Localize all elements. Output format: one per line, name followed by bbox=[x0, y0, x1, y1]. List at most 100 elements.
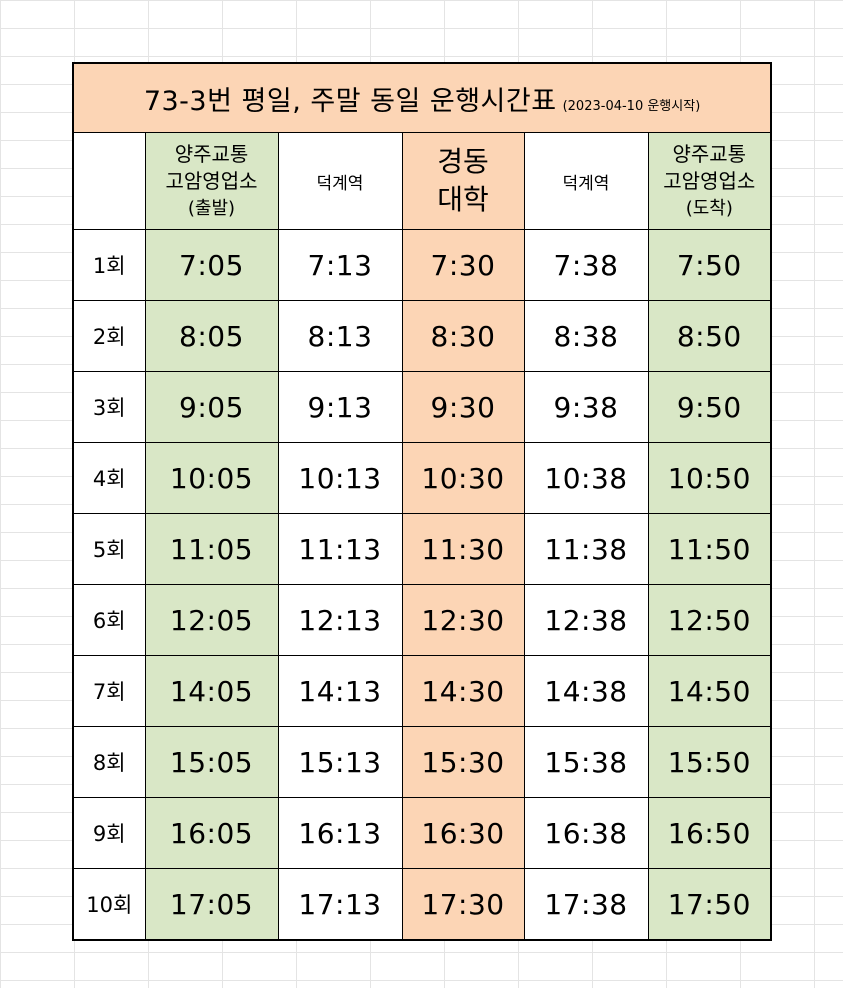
arrive-time: 15:50 bbox=[667, 745, 751, 779]
university-time: 8:30 bbox=[430, 319, 496, 353]
depart-time-cell[interactable]: 17:05 bbox=[144, 868, 279, 941]
arrive-time-cell[interactable]: 9:50 bbox=[647, 371, 772, 443]
arrive-time: 10:50 bbox=[667, 461, 751, 495]
deokgye-time-1-cell[interactable]: 10:13 bbox=[277, 442, 403, 514]
deokgye-time-2-cell[interactable]: 8:38 bbox=[523, 300, 649, 372]
title-row: 73-3번 평일, 주말 동일 운행시간표 (2023-04-10 운행시작) bbox=[72, 62, 772, 133]
arrive-time-cell[interactable]: 12:50 bbox=[647, 584, 772, 656]
arrive-time-cell[interactable]: 7:50 bbox=[647, 229, 772, 301]
deokgye-time-1: 11:13 bbox=[298, 532, 382, 566]
trip-number: 7회 bbox=[92, 680, 126, 704]
trip-number: 9회 bbox=[92, 822, 126, 846]
deokgye-time-2-cell[interactable]: 7:38 bbox=[523, 229, 649, 301]
header-depart-terminal[interactable]: 양주교통 고암영업소 (출발) bbox=[144, 132, 279, 230]
university-time: 10:30 bbox=[421, 461, 505, 495]
arrive-time: 9:50 bbox=[676, 390, 742, 424]
header-deokgye-2-label: 덕계역 bbox=[562, 173, 610, 194]
trip-number-cell[interactable]: 3회 bbox=[72, 371, 146, 443]
depart-time-cell[interactable]: 12:05 bbox=[144, 584, 279, 656]
deokgye-time-1-cell[interactable]: 17:13 bbox=[277, 868, 403, 941]
header-arrive-line2: 고암영업소 bbox=[663, 168, 756, 193]
arrive-time-cell[interactable]: 11:50 bbox=[647, 513, 772, 585]
trip-number-cell[interactable]: 9회 bbox=[72, 797, 146, 869]
header-university-line2: 대학 bbox=[437, 183, 489, 216]
deokgye-time-1: 7:13 bbox=[307, 248, 373, 282]
title-cell[interactable]: 73-3번 평일, 주말 동일 운행시간표 (2023-04-10 운행시작) bbox=[72, 62, 772, 133]
depart-time-cell[interactable]: 8:05 bbox=[144, 300, 279, 372]
deokgye-time-1-cell[interactable]: 12:13 bbox=[277, 584, 403, 656]
arrive-time-cell[interactable]: 15:50 bbox=[647, 726, 772, 798]
depart-time-cell[interactable]: 11:05 bbox=[144, 513, 279, 585]
trip-number-cell[interactable]: 7회 bbox=[72, 655, 146, 727]
trip-number-cell[interactable]: 8회 bbox=[72, 726, 146, 798]
arrive-time: 12:50 bbox=[667, 603, 751, 637]
arrive-time-cell[interactable]: 8:50 bbox=[647, 300, 772, 372]
deokgye-time-2-cell[interactable]: 11:38 bbox=[523, 513, 649, 585]
deokgye-time-2-cell[interactable]: 16:38 bbox=[523, 797, 649, 869]
university-time-cell[interactable]: 12:30 bbox=[401, 584, 525, 656]
university-time-cell[interactable]: 7:30 bbox=[401, 229, 525, 301]
arrive-time-cell[interactable]: 14:50 bbox=[647, 655, 772, 727]
trip-number-cell[interactable]: 5회 bbox=[72, 513, 146, 585]
depart-time-cell[interactable]: 16:05 bbox=[144, 797, 279, 869]
deokgye-time-2: 14:38 bbox=[544, 674, 628, 708]
header-row: 양주교통 고암영업소 (출발) 덕계역 경동 대학 덕계역 양주교통 고암영업소… bbox=[72, 132, 772, 230]
table-row: 5회 11:05 11:13 11:30 11:38 11:50 bbox=[72, 513, 772, 585]
university-time-cell[interactable]: 16:30 bbox=[401, 797, 525, 869]
university-time-cell[interactable]: 11:30 bbox=[401, 513, 525, 585]
university-time-cell[interactable]: 9:30 bbox=[401, 371, 525, 443]
university-time: 15:30 bbox=[421, 745, 505, 779]
deokgye-time-2-cell[interactable]: 17:38 bbox=[523, 868, 649, 941]
deokgye-time-1-cell[interactable]: 15:13 bbox=[277, 726, 403, 798]
deokgye-time-2: 15:38 bbox=[544, 745, 628, 779]
deokgye-time-2-cell[interactable]: 15:38 bbox=[523, 726, 649, 798]
university-time-cell[interactable]: 10:30 bbox=[401, 442, 525, 514]
header-corner-cell[interactable] bbox=[72, 132, 146, 230]
trip-number-cell[interactable]: 1회 bbox=[72, 229, 146, 301]
depart-time-cell[interactable]: 9:05 bbox=[144, 371, 279, 443]
deokgye-time-2: 10:38 bbox=[544, 461, 628, 495]
depart-time-cell[interactable]: 14:05 bbox=[144, 655, 279, 727]
trip-number: 3회 bbox=[92, 396, 126, 420]
deokgye-time-1-cell[interactable]: 8:13 bbox=[277, 300, 403, 372]
deokgye-time-1-cell[interactable]: 11:13 bbox=[277, 513, 403, 585]
header-arrive-line3: (도착) bbox=[685, 197, 733, 219]
deokgye-time-1-cell[interactable]: 7:13 bbox=[277, 229, 403, 301]
deokgye-time-2: 12:38 bbox=[544, 603, 628, 637]
university-time-cell[interactable]: 17:30 bbox=[401, 868, 525, 941]
university-time-cell[interactable]: 8:30 bbox=[401, 300, 525, 372]
trip-number: 6회 bbox=[92, 609, 126, 633]
table-row: 10회 17:05 17:13 17:30 17:38 17:50 bbox=[72, 868, 772, 941]
arrive-time-cell[interactable]: 17:50 bbox=[647, 868, 772, 941]
deokgye-time-1-cell[interactable]: 14:13 bbox=[277, 655, 403, 727]
header-deokgye-1[interactable]: 덕계역 bbox=[277, 132, 403, 230]
deokgye-time-1: 17:13 bbox=[298, 887, 382, 921]
deokgye-time-2-cell[interactable]: 12:38 bbox=[523, 584, 649, 656]
header-deokgye-2[interactable]: 덕계역 bbox=[523, 132, 649, 230]
university-time-cell[interactable]: 14:30 bbox=[401, 655, 525, 727]
trip-number-cell[interactable]: 6회 bbox=[72, 584, 146, 656]
timetable-rows: 1회 7:05 7:13 7:30 7:38 7:50 2회 8:05 8:13 8:30 8:38… bbox=[72, 229, 772, 941]
trip-number-cell[interactable]: 4회 bbox=[72, 442, 146, 514]
deokgye-time-2-cell[interactable]: 9:38 bbox=[523, 371, 649, 443]
deokgye-time-2: 7:38 bbox=[553, 248, 619, 282]
university-time-cell[interactable]: 15:30 bbox=[401, 726, 525, 798]
arrive-time: 11:50 bbox=[667, 532, 751, 566]
trip-number-cell[interactable]: 2회 bbox=[72, 300, 146, 372]
depart-time: 12:05 bbox=[169, 603, 254, 637]
arrive-time-cell[interactable]: 10:50 bbox=[647, 442, 772, 514]
trip-number-cell[interactable]: 10회 bbox=[72, 868, 146, 941]
depart-time-cell[interactable]: 7:05 bbox=[144, 229, 279, 301]
depart-time-cell[interactable]: 10:05 bbox=[144, 442, 279, 514]
depart-time: 17:05 bbox=[169, 887, 254, 921]
arrive-time-cell[interactable]: 16:50 bbox=[647, 797, 772, 869]
arrive-time: 7:50 bbox=[676, 248, 742, 282]
header-arrive-terminal[interactable]: 양주교통 고암영업소 (도착) bbox=[647, 132, 772, 230]
header-university[interactable]: 경동 대학 bbox=[401, 132, 525, 230]
deokgye-time-1: 15:13 bbox=[298, 745, 382, 779]
deokgye-time-2-cell[interactable]: 10:38 bbox=[523, 442, 649, 514]
deokgye-time-1-cell[interactable]: 9:13 bbox=[277, 371, 403, 443]
deokgye-time-1-cell[interactable]: 16:13 bbox=[277, 797, 403, 869]
deokgye-time-2-cell[interactable]: 14:38 bbox=[523, 655, 649, 727]
depart-time-cell[interactable]: 15:05 bbox=[144, 726, 279, 798]
